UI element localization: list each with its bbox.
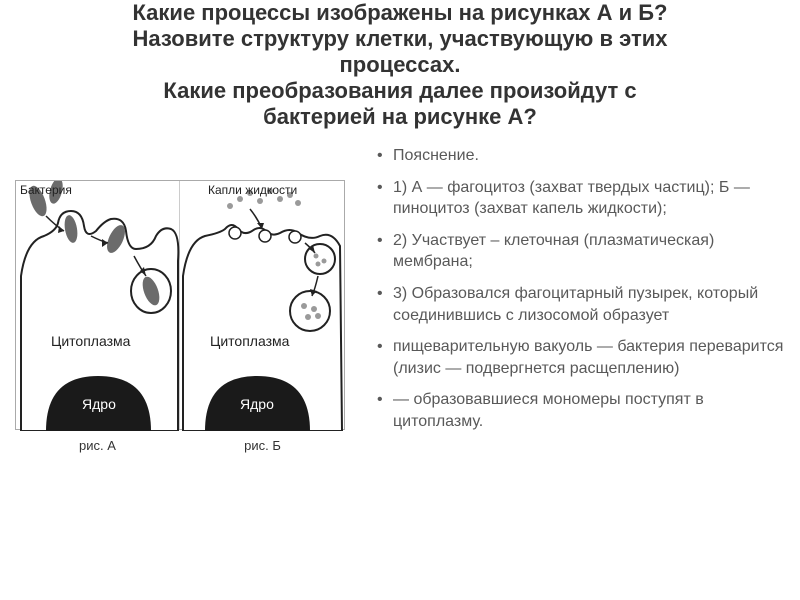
header-line-2: Назовите структуру клетки, участвующую в… — [30, 26, 770, 52]
list-item: Пояснение. — [375, 145, 785, 167]
nucleus-label-a: Ядро — [82, 396, 116, 412]
header-line-5: бактерией на рисунке А? — [30, 104, 770, 130]
explanation-list: Пояснение. 1) А — фагоцитоз (захват твер… — [375, 145, 785, 433]
explanation-column: Пояснение. 1) А — фагоцитоз (захват твер… — [375, 145, 785, 453]
list-item: 2) Участвует – клеточная (плазматическая… — [375, 230, 785, 273]
list-item: — образовавшиеся мономеры поступят в цит… — [375, 389, 785, 432]
panel-b-top-label: Капли жидкости — [208, 183, 297, 197]
cytoplasm-label-a: Цитоплазма — [51, 333, 131, 349]
question-header: Какие процессы изображены на рисунках А … — [0, 0, 800, 140]
list-item: 3) Образовался фагоцитарный пузырек, кот… — [375, 283, 785, 326]
header-line-4: Какие преобразования далее произойдут с — [30, 78, 770, 104]
panel-b-svg: Ядро Цитоплазма — [180, 181, 345, 431]
list-item: 1) А — фагоцитоз (захват твердых частиц)… — [375, 177, 785, 220]
caption-a: рис. А — [15, 438, 180, 453]
cell-diagram: Ядро Цитоплазма Бактерия — [15, 180, 345, 430]
panel-a-svg: Ядро Цитоплазма — [16, 181, 181, 431]
header-line-1: Какие процессы изображены на рисунках А … — [30, 0, 770, 26]
caption-b: рис. Б — [180, 438, 345, 453]
nucleus-label-b: Ядро — [240, 396, 274, 412]
list-item: пищеварительную вакуоль — бактерия перев… — [375, 336, 785, 379]
cytoplasm-label-b: Цитоплазма — [210, 333, 290, 349]
panel-b: Ядро Цитоплазма Капли жидкости — [180, 181, 344, 429]
panel-a: Ядро Цитоплазма Бактерия — [16, 181, 180, 429]
diagram-column: Ядро Цитоплазма Бактерия — [15, 145, 375, 453]
header-line-3: процессах. — [30, 52, 770, 78]
panel-a-top-label: Бактерия — [20, 183, 72, 197]
caption-row: рис. А рис. Б — [15, 438, 345, 453]
content-row: Ядро Цитоплазма Бактерия — [0, 140, 800, 453]
